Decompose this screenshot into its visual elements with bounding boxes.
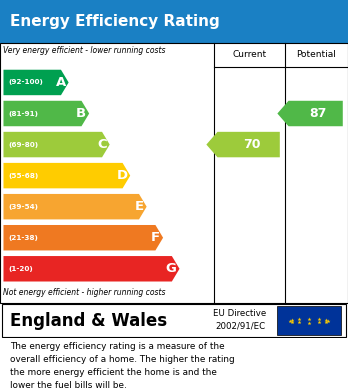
Polygon shape [3,194,147,219]
Text: (39-54): (39-54) [8,204,38,210]
Text: Not energy efficient - higher running costs: Not energy efficient - higher running co… [3,288,166,297]
Text: E: E [135,200,144,213]
Text: (1-20): (1-20) [8,266,33,272]
Polygon shape [3,70,69,95]
Text: (81-91): (81-91) [8,111,38,117]
Text: Very energy efficient - lower running costs: Very energy efficient - lower running co… [3,46,166,55]
Bar [277,306,341,335]
Polygon shape [3,101,89,126]
Text: 70: 70 [243,138,260,151]
Text: England & Wales: England & Wales [10,312,168,330]
Text: 87: 87 [310,107,327,120]
Text: A: A [56,76,66,89]
Polygon shape [206,132,280,157]
Text: Energy Efficiency Rating: Energy Efficiency Rating [10,14,220,29]
Polygon shape [277,101,343,126]
Text: (69-80): (69-80) [8,142,38,147]
Text: EU Directive
2002/91/EC: EU Directive 2002/91/EC [213,309,267,331]
Text: Potential: Potential [296,50,337,59]
Text: C: C [97,138,107,151]
Polygon shape [3,132,110,157]
Text: (92-100): (92-100) [8,79,43,86]
Text: G: G [166,262,177,275]
Text: (55-68): (55-68) [8,172,38,179]
Polygon shape [3,225,163,251]
Text: F: F [151,231,160,244]
Polygon shape [3,163,130,188]
Text: (21-38): (21-38) [8,235,38,241]
Text: The energy efficiency rating is a measure of the
overall efficiency of a home. T: The energy efficiency rating is a measur… [10,343,235,390]
Text: Current: Current [232,50,267,59]
Text: B: B [76,107,86,120]
Polygon shape [3,256,180,282]
Text: D: D [116,169,127,182]
